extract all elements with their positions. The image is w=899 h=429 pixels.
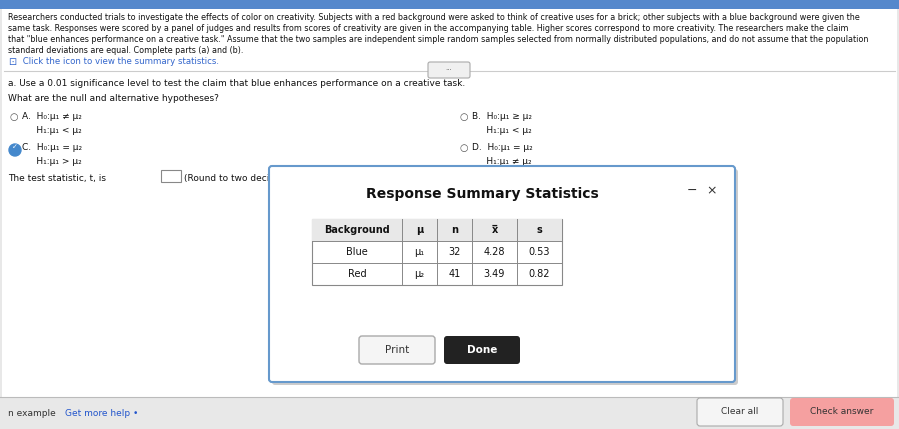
Text: H₁:μ₁ < μ₂: H₁:μ₁ < μ₂ [22,126,82,135]
Text: a. Use a 0.01 significance level to test the claim that blue enhances performanc: a. Use a 0.01 significance level to test… [8,79,466,88]
FancyBboxPatch shape [790,398,894,426]
Text: −: − [687,184,698,197]
Text: 3.49: 3.49 [484,269,505,279]
Text: ○: ○ [460,143,468,153]
Text: H₁:μ₁ > μ₂: H₁:μ₁ > μ₂ [22,157,82,166]
Text: 4.28: 4.28 [484,247,505,257]
Text: What are the null and alternative hypotheses?: What are the null and alternative hypoth… [8,94,218,103]
Text: (Round to two decimal places: (Round to two decimal places [184,174,318,183]
Text: D.  H₀:μ₁ = μ₂: D. H₀:μ₁ = μ₂ [472,143,533,152]
Text: Click the icon to view the summary statistics.: Click the icon to view the summary stati… [20,57,219,66]
FancyBboxPatch shape [0,397,899,429]
Text: H₁:μ₁ ≠ μ₂: H₁:μ₁ ≠ μ₂ [472,157,531,166]
Text: B.  H₀:μ₁ ≥ μ₂: B. H₀:μ₁ ≥ μ₂ [472,112,532,121]
Text: ○: ○ [460,112,468,122]
FancyBboxPatch shape [272,169,738,385]
Text: 41: 41 [449,269,460,279]
Text: s: s [537,225,542,235]
Text: μ: μ [416,225,423,235]
Text: μ₂: μ₂ [414,269,424,279]
Text: Clear all: Clear all [721,408,759,417]
FancyBboxPatch shape [269,166,735,382]
FancyBboxPatch shape [0,0,899,9]
Text: 0.53: 0.53 [529,247,550,257]
Text: ···: ··· [446,67,452,73]
Text: ×: × [707,184,717,197]
Text: Print: Print [385,345,409,355]
Text: The test statistic, t, is: The test statistic, t, is [8,174,111,183]
Text: C.  H₀:μ₁ = μ₂: C. H₀:μ₁ = μ₂ [22,143,82,152]
Text: 0.82: 0.82 [529,269,550,279]
Text: standard deviations are equal. Complete parts (a) and (b).: standard deviations are equal. Complete … [8,46,244,55]
FancyBboxPatch shape [428,62,470,78]
Text: H₁:μ₁ < μ₂: H₁:μ₁ < μ₂ [472,126,531,135]
FancyBboxPatch shape [312,219,562,241]
Text: Response Summary Statistics: Response Summary Statistics [366,187,599,201]
FancyBboxPatch shape [444,336,520,364]
FancyBboxPatch shape [697,398,783,426]
Text: ✓: ✓ [12,144,18,150]
Circle shape [9,144,21,156]
Text: Get more help •: Get more help • [65,408,138,417]
FancyBboxPatch shape [161,170,181,182]
Text: Done: Done [467,345,497,355]
FancyBboxPatch shape [312,219,562,285]
FancyBboxPatch shape [359,336,435,364]
Text: ○: ○ [10,112,19,122]
Text: Researchers conducted trials to investigate the effects of color on creativity. : Researchers conducted trials to investig… [8,13,859,22]
Text: n example: n example [8,408,56,417]
Text: that "blue enhances performance on a creative task." Assume that the two samples: that "blue enhances performance on a cre… [8,35,868,44]
Text: 32: 32 [449,247,460,257]
Text: Check answer: Check answer [810,408,874,417]
Text: Red: Red [348,269,366,279]
Text: x̅: x̅ [492,225,498,235]
Text: ⊡: ⊡ [8,57,16,67]
Text: μ₁: μ₁ [414,247,424,257]
Text: A.  H₀:μ₁ ≠ μ₂: A. H₀:μ₁ ≠ μ₂ [22,112,82,121]
Text: n: n [451,225,458,235]
Text: Background: Background [325,225,390,235]
Text: Blue: Blue [346,247,368,257]
Text: same task. Responses were scored by a panel of judges and results from scores of: same task. Responses were scored by a pa… [8,24,849,33]
